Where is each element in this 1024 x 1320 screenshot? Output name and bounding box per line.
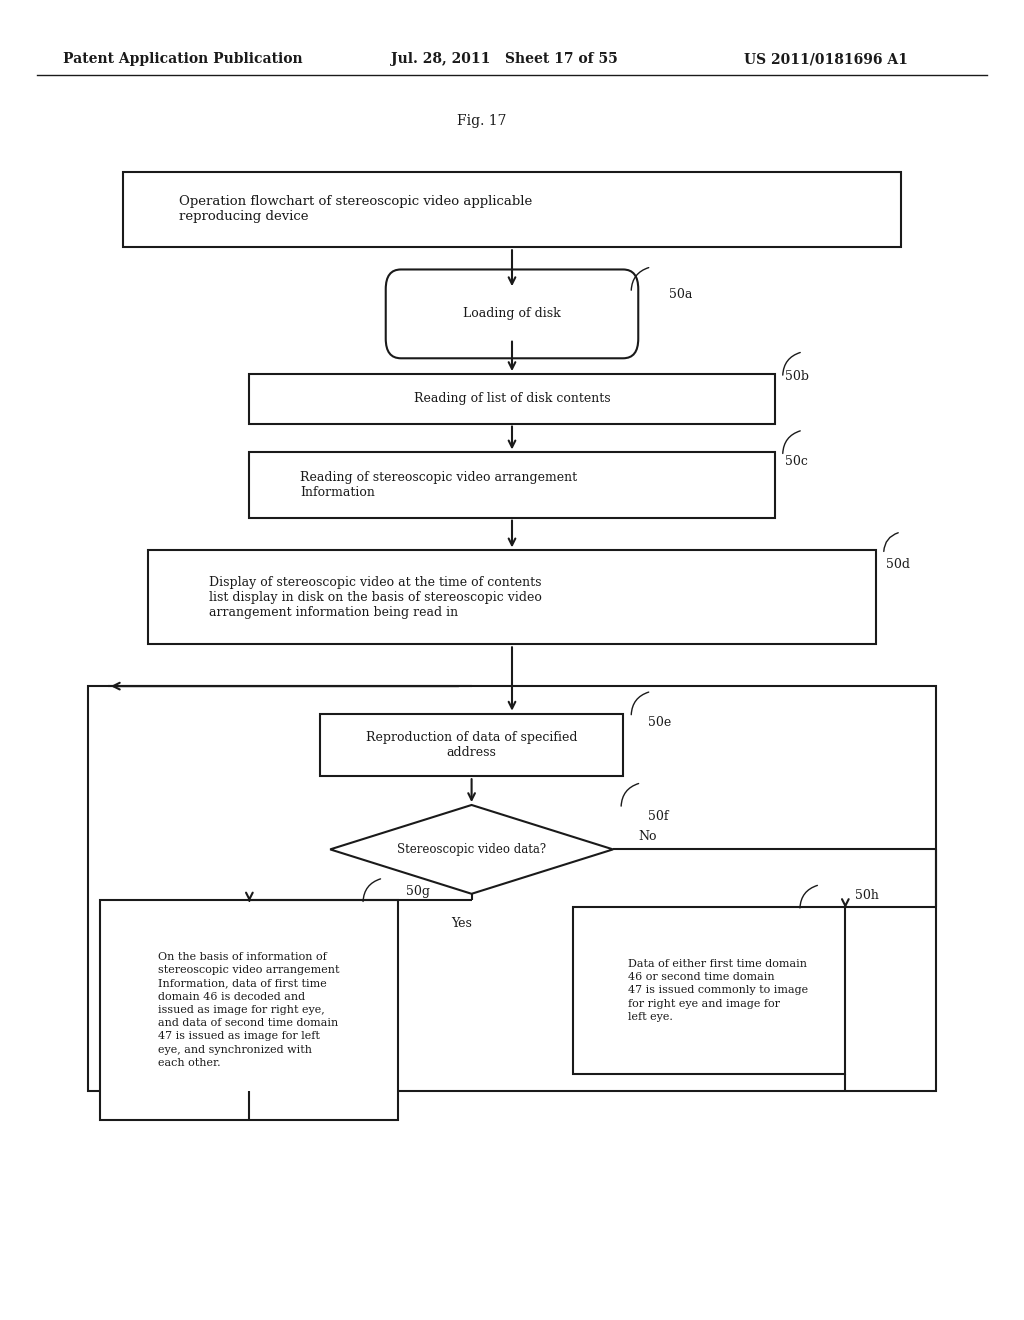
Text: US 2011/0181696 A1: US 2011/0181696 A1 — [744, 53, 908, 66]
Bar — [123, 172, 901, 247]
Bar — [100, 900, 398, 1119]
Text: 50a: 50a — [669, 288, 692, 301]
Text: Display of stereoscopic video at the time of contents
list display in disk on th: Display of stereoscopic video at the tim… — [209, 576, 542, 619]
Text: Reproduction of data of specified
address: Reproduction of data of specified addres… — [366, 731, 578, 759]
Text: 50b: 50b — [784, 370, 809, 383]
Bar — [572, 907, 846, 1074]
Text: Stereoscopic video data?: Stereoscopic video data? — [397, 843, 546, 855]
Text: Patent Application Publication: Patent Application Publication — [62, 53, 302, 66]
Text: Yes: Yes — [451, 917, 472, 931]
Text: 50f: 50f — [648, 810, 669, 824]
Text: 50c: 50c — [784, 455, 808, 469]
Text: 50h: 50h — [855, 888, 880, 902]
FancyBboxPatch shape — [386, 269, 638, 358]
Bar — [250, 374, 774, 424]
Bar — [148, 550, 876, 644]
Text: Reading of list of disk contents: Reading of list of disk contents — [414, 392, 610, 405]
Bar — [88, 686, 936, 1092]
Polygon shape — [330, 805, 613, 894]
Text: No: No — [638, 830, 656, 843]
Text: Fig. 17: Fig. 17 — [457, 114, 507, 128]
Text: Jul. 28, 2011   Sheet 17 of 55: Jul. 28, 2011 Sheet 17 of 55 — [391, 53, 617, 66]
Text: Loading of disk: Loading of disk — [463, 308, 561, 321]
Bar — [250, 453, 774, 517]
Bar — [321, 714, 624, 776]
Text: 50g: 50g — [406, 884, 430, 898]
Text: Data of either first time domain
46 or second time domain
47 is issued commonly : Data of either first time domain 46 or s… — [628, 960, 808, 1022]
Text: On the basis of information of
stereoscopic video arrangement
Information, data : On the basis of information of stereosco… — [159, 952, 340, 1068]
Text: Reading of stereoscopic video arrangement
Information: Reading of stereoscopic video arrangemen… — [300, 471, 577, 499]
Text: 50e: 50e — [648, 717, 672, 729]
Text: Operation flowchart of stereoscopic video applicable
reproducing device: Operation flowchart of stereoscopic vide… — [178, 195, 531, 223]
Text: 50d: 50d — [886, 558, 909, 572]
